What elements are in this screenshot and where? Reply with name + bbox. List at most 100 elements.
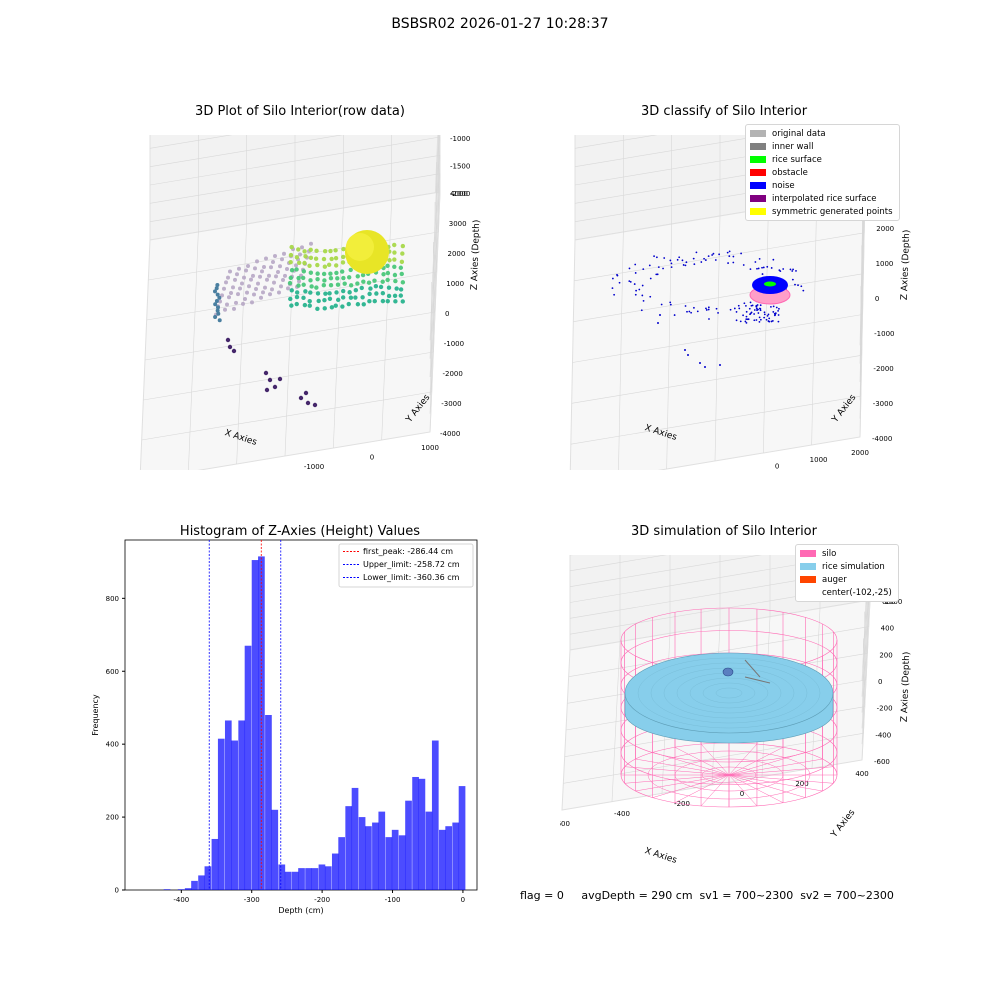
noise-point <box>745 321 748 324</box>
histogram-chart: -400 -300 -200 -100 0 0 200 400 600 800 Depth (cm)… <box>91 539 478 915</box>
noise-point <box>717 312 719 314</box>
histogram-bar <box>425 811 433 890</box>
y-tick-label: 200 <box>879 651 892 659</box>
data-point <box>234 300 238 305</box>
noise-point <box>758 320 761 323</box>
y-axis-label: Frequency <box>91 694 100 736</box>
noise-point <box>719 364 721 366</box>
noise-point <box>745 310 748 313</box>
noise-point <box>758 257 761 260</box>
x-tick-label: 0 <box>370 454 374 462</box>
legend-swatch <box>750 195 766 202</box>
data-point <box>227 344 233 350</box>
rice-surface-cluster <box>764 281 776 287</box>
noise-point <box>749 301 752 304</box>
histogram-bar <box>318 864 326 890</box>
grid-line <box>574 135 769 167</box>
noise-point <box>682 264 685 266</box>
histogram-bar <box>163 889 171 890</box>
data-point <box>213 289 218 294</box>
histogram-bar <box>358 817 366 890</box>
grid-line <box>569 555 762 587</box>
histogram-bar <box>391 829 399 890</box>
noise-point <box>699 362 701 364</box>
data-point <box>322 264 328 269</box>
x-tick-label: 1000 <box>421 444 439 452</box>
noise-point <box>728 250 731 253</box>
noise-point <box>628 267 631 270</box>
data-point <box>333 248 338 253</box>
data-point <box>321 271 327 277</box>
legend-item-6: symmetric generated points <box>750 205 893 218</box>
noise-point <box>642 268 645 270</box>
x-tick-label: 0 <box>461 896 465 904</box>
y-tick-label: -1000 <box>874 330 894 338</box>
noise-point <box>659 314 661 316</box>
noise-point <box>628 280 631 283</box>
data-point <box>246 264 250 269</box>
data-point <box>297 279 301 284</box>
noise-point <box>777 309 779 312</box>
histogram-bar <box>412 776 419 890</box>
noise-point <box>669 259 672 262</box>
y-tick-label: -4000 <box>440 430 460 438</box>
noise-point <box>696 310 699 313</box>
data-point <box>225 337 231 343</box>
noise-point <box>743 302 746 305</box>
legend-item-5: interpolated rice surface <box>750 192 893 205</box>
histogram-bar <box>191 880 198 890</box>
noise-point <box>744 320 747 323</box>
histogram-bar <box>231 740 238 890</box>
data-point <box>213 302 218 307</box>
legend-label-1: Upper_limit: -258.72 cm <box>363 560 460 569</box>
data-point <box>258 274 262 279</box>
noise-point <box>739 320 742 323</box>
noise-point <box>761 273 764 275</box>
noise-point <box>728 255 731 258</box>
data-point <box>385 298 390 304</box>
histogram-legend <box>338 543 474 588</box>
data-point <box>400 299 405 304</box>
histogram-bar <box>351 787 359 890</box>
data-point <box>341 275 346 281</box>
histogram-bar <box>372 822 379 890</box>
data-point <box>307 298 312 304</box>
data-point <box>326 262 332 268</box>
noise-point <box>718 253 721 256</box>
noise-point <box>618 281 621 284</box>
data-point <box>385 263 390 269</box>
data-point <box>252 292 256 297</box>
histogram-bar <box>271 809 279 890</box>
data-point <box>276 269 280 274</box>
data-point <box>348 295 354 300</box>
data-point <box>287 280 293 286</box>
grid-line <box>141 391 432 441</box>
legend-item-2: rice surface <box>750 153 893 166</box>
data-point <box>224 280 228 285</box>
noise-point <box>634 263 637 266</box>
z-tick-label: -2000 <box>450 190 470 198</box>
data-point <box>372 278 377 283</box>
data-point <box>264 387 270 393</box>
noise-point <box>703 257 705 260</box>
data-point <box>303 390 309 396</box>
y-tick-label: 600 <box>106 668 119 676</box>
y-tick-label: 1000 <box>446 280 464 288</box>
x-tick-label: 200 <box>795 780 808 788</box>
data-point <box>301 269 307 274</box>
data-point <box>288 252 294 258</box>
data-point <box>307 303 312 308</box>
noise-point <box>791 278 794 281</box>
noise-point <box>782 268 785 270</box>
data-point <box>380 279 385 284</box>
data-point <box>316 298 321 304</box>
data-point <box>309 241 313 246</box>
noise-point <box>750 311 753 314</box>
noise-point <box>634 272 637 274</box>
data-point <box>227 295 231 300</box>
data-point <box>314 285 319 290</box>
data-point <box>392 264 397 269</box>
legend-swatch <box>800 563 816 570</box>
data-point <box>271 260 275 265</box>
noise-point <box>684 305 687 307</box>
